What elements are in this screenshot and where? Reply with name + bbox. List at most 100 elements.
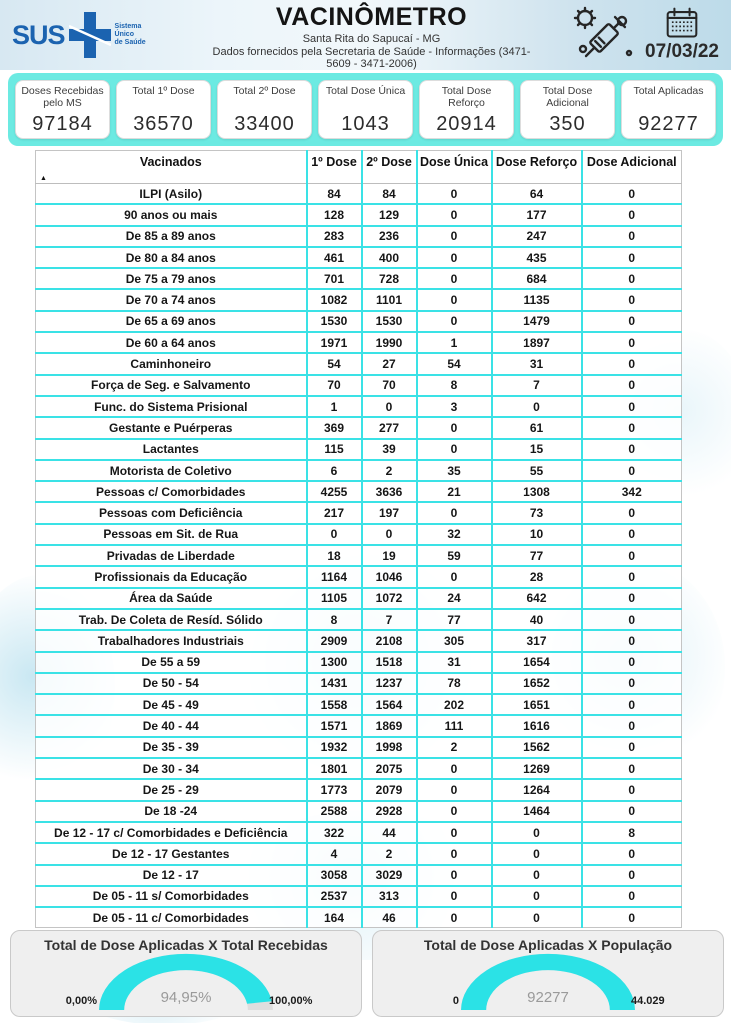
cell-value: 0 bbox=[581, 183, 682, 206]
column-header[interactable]: 2º Dose bbox=[361, 150, 418, 184]
row-label: De 05 - 11 s/ Comorbidades bbox=[35, 885, 308, 909]
table-row: De 25 - 29 1773 2079 0 1264 0 bbox=[35, 779, 682, 802]
cell-value: 369 bbox=[306, 417, 363, 440]
column-header[interactable]: Dose Reforço bbox=[491, 150, 583, 184]
subtitle-city: Santa Rita do Sapucaí - MG bbox=[302, 32, 441, 45]
cell-value: 2075 bbox=[361, 758, 418, 781]
summary-card-value: 33400 bbox=[234, 113, 295, 135]
cell-value: 0 bbox=[416, 864, 493, 887]
row-label: Força de Seg. e Salvamento bbox=[35, 374, 308, 397]
gauge-applied-vs-received: Total de Dose Aplicadas X Total Recebida… bbox=[10, 930, 362, 1017]
row-label: De 25 - 29 bbox=[35, 779, 308, 802]
cell-value: 435 bbox=[491, 246, 583, 270]
table-row: De 05 - 11 c/ Comorbidades 164 46 0 0 0 bbox=[35, 907, 682, 928]
column-header[interactable]: Dose Adicional bbox=[581, 150, 682, 184]
row-label: ILPI (Asilo) bbox=[35, 183, 308, 206]
row-label: De 40 - 44 bbox=[35, 715, 308, 738]
row-label: 90 anos ou mais bbox=[35, 204, 308, 227]
summary-card-label: Total 1º Dose bbox=[132, 85, 195, 97]
cell-value: 0 bbox=[581, 268, 682, 291]
cell-value: 0 bbox=[416, 502, 493, 525]
row-label: De 12 - 17 bbox=[35, 864, 308, 887]
row-label: De 60 a 64 anos bbox=[35, 332, 308, 355]
table-row: Lactantes 115 39 0 15 0 bbox=[35, 438, 682, 461]
cell-value: 701 bbox=[306, 268, 363, 291]
table-row: De 05 - 11 s/ Comorbidades 2537 313 0 0 0 bbox=[35, 885, 682, 909]
sus-logo-tagline: Sistema Único de Saúde bbox=[114, 22, 146, 47]
cell-value: 2909 bbox=[306, 630, 363, 653]
cell-value: 217 bbox=[306, 502, 363, 525]
cell-value: 1 bbox=[306, 395, 363, 419]
cell-value: 8 bbox=[416, 374, 493, 397]
cell-value: 0 bbox=[491, 843, 583, 866]
cell-value: 0 bbox=[581, 651, 682, 674]
cell-value: 0 bbox=[416, 204, 493, 227]
cell-value: 1264 bbox=[491, 779, 583, 802]
table-header-row: Vacinados ▲ 1º Dose 2º Dose Dose Única Dose R… bbox=[35, 150, 682, 184]
summary-card-value: 97184 bbox=[32, 113, 93, 135]
cell-value: 1135 bbox=[491, 289, 583, 312]
table-row: De 75 a 79 anos 701 728 0 684 0 bbox=[35, 268, 682, 291]
row-label: De 12 - 17 c/ Comorbidades e Deficiência bbox=[35, 821, 308, 845]
cell-value: 0 bbox=[581, 374, 682, 397]
cell-value: 0 bbox=[581, 779, 682, 802]
cell-value: 2 bbox=[416, 736, 493, 760]
row-label: De 18 -24 bbox=[35, 800, 308, 823]
date-block: 07/03/22 bbox=[645, 7, 719, 63]
cell-value: 64 bbox=[491, 183, 583, 206]
row-label: Gestante e Puérperas bbox=[35, 417, 308, 440]
table-row: De 45 - 49 1558 1564 202 1651 0 bbox=[35, 694, 682, 717]
table-row: De 18 -24 2588 2928 0 1464 0 bbox=[35, 800, 682, 823]
row-label: De 55 a 59 bbox=[35, 651, 308, 674]
column-header[interactable]: Dose Única bbox=[416, 150, 493, 184]
cell-value: 78 bbox=[416, 672, 493, 696]
table-row: Profissionais da Educação 1164 1046 0 28 0 bbox=[35, 566, 682, 589]
sort-ascending-icon[interactable]: ▲ bbox=[40, 175, 47, 182]
cell-value: 18 bbox=[306, 545, 363, 568]
cell-value: 2588 bbox=[306, 800, 363, 823]
row-label: De 50 - 54 bbox=[35, 672, 308, 696]
cell-value: 1530 bbox=[306, 310, 363, 334]
table-row: Func. do Sistema Prisional 1 0 3 0 0 bbox=[35, 395, 682, 419]
sus-cross-icon bbox=[68, 12, 111, 58]
table-row: De 85 a 89 anos 283 236 0 247 0 bbox=[35, 225, 682, 248]
summary-card: Total Dose Única 1043 bbox=[318, 80, 413, 139]
cell-value: 0 bbox=[416, 779, 493, 802]
cell-value: 0 bbox=[581, 672, 682, 696]
cell-value: 0 bbox=[306, 523, 363, 547]
table-row: Trabalhadores Industriais 2909 2108 305 317 0 bbox=[35, 630, 682, 653]
column-header[interactable]: 1º Dose bbox=[306, 150, 363, 184]
cell-value: 2079 bbox=[361, 779, 418, 802]
cell-value: 77 bbox=[491, 545, 583, 568]
table-row: De 60 a 64 anos 1971 1990 1 1897 0 bbox=[35, 332, 682, 355]
sus-logo: SUS Sistema Único de Saúde bbox=[12, 12, 202, 58]
cell-value: 0 bbox=[581, 246, 682, 270]
cell-value: 27 bbox=[361, 353, 418, 376]
cell-value: 461 bbox=[306, 246, 363, 270]
table-row: Gestante e Puérperas 369 277 0 61 0 bbox=[35, 417, 682, 440]
cell-value: 4255 bbox=[306, 481, 363, 504]
cell-value: 400 bbox=[361, 246, 418, 270]
row-label: Motorista de Coletivo bbox=[35, 459, 308, 483]
cell-value: 277 bbox=[361, 417, 418, 440]
cell-value: 129 bbox=[361, 204, 418, 227]
cell-value: 0 bbox=[581, 800, 682, 823]
cell-value: 10 bbox=[491, 523, 583, 547]
cell-value: 1530 bbox=[361, 310, 418, 334]
summary-card-value: 350 bbox=[549, 113, 586, 135]
gauge-max-label: 100,00% bbox=[269, 995, 313, 1007]
row-label: De 85 a 89 anos bbox=[35, 225, 308, 248]
summary-card: Total Dose Adicional 350 bbox=[520, 80, 615, 139]
cell-value: 0 bbox=[581, 864, 682, 887]
cell-value: 3029 bbox=[361, 864, 418, 887]
cell-value: 61 bbox=[491, 417, 583, 440]
column-header[interactable]: Vacinados ▲ bbox=[35, 150, 308, 184]
title-block: VACINÔMETRO Santa Rita do Sapucaí - MG D… bbox=[202, 3, 541, 70]
cell-value: 0 bbox=[581, 353, 682, 376]
cell-value: 1164 bbox=[306, 566, 363, 589]
cell-value: 28 bbox=[491, 566, 583, 589]
cell-value: 1269 bbox=[491, 758, 583, 781]
cell-value: 2928 bbox=[361, 800, 418, 823]
gauge-arc bbox=[99, 953, 273, 1010]
table-row: De 40 - 44 1571 1869 111 1616 0 bbox=[35, 715, 682, 738]
